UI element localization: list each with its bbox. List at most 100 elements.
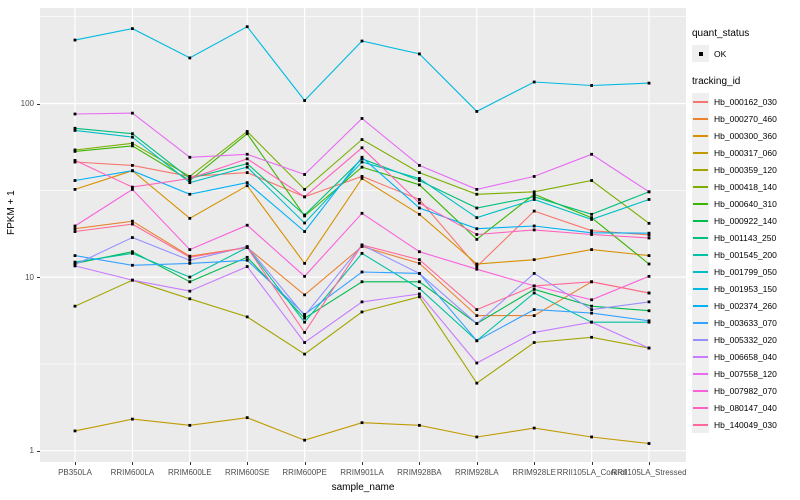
legend-item-ok: OK: [692, 45, 798, 62]
data-point: [188, 179, 192, 182]
data-point: [475, 206, 479, 210]
data-point: [418, 280, 421, 284]
data-point: [647, 190, 651, 194]
data-point: [188, 289, 192, 293]
color-line-key: [692, 297, 709, 314]
data-point: [532, 80, 536, 84]
x-tick-label-RRIM600SE: RRIM600SE: [224, 468, 270, 477]
color-line-key: [692, 212, 709, 229]
data-point: [73, 304, 77, 308]
data-point: [73, 264, 77, 268]
data-point: [360, 146, 364, 150]
data-point: [131, 163, 134, 167]
x-tick-mark: [247, 462, 249, 465]
data-point: [590, 233, 593, 236]
data-point: [418, 258, 421, 262]
data-point: [418, 212, 421, 216]
color-line-key: [692, 348, 709, 365]
legend-item-Hb_000640_310: Hb_000640_310: [692, 195, 798, 212]
legend-item-label: Hb_001545_200: [714, 249, 777, 260]
legend-color-line: [693, 236, 708, 239]
legend-item-label: Hb_000270_460: [714, 113, 777, 124]
data-point: [303, 188, 306, 191]
data-point: [131, 141, 134, 145]
data-point: [475, 262, 479, 266]
data-point: [360, 243, 364, 247]
data-point: [303, 320, 306, 324]
data-point: [303, 331, 306, 334]
x-tick-label-PB350LA: PB350LA: [58, 468, 92, 477]
data-point: [245, 223, 249, 227]
data-point: [303, 221, 306, 225]
data-point: [73, 126, 77, 130]
data-point: [647, 319, 651, 323]
legend-item-label: Hb_000922_140: [714, 215, 777, 226]
legend-item-Hb_001799_050: Hb_001799_050: [692, 263, 798, 280]
data-point: [131, 27, 134, 31]
legend-color-line: [693, 423, 708, 426]
color-line-key: [692, 195, 709, 212]
data-point: [475, 314, 479, 318]
x-tick-mark: [476, 462, 478, 465]
data-point: [188, 255, 192, 259]
legend-item-label: Hb_007982_070: [714, 385, 777, 396]
legend-item-Hb_003633_070: Hb_003633_070: [692, 314, 798, 331]
x-tick-label-RRIM928BA: RRIM928BA: [397, 468, 442, 477]
color-line-key: [692, 127, 709, 144]
legend-item-label: Hb_005332_020: [714, 334, 777, 345]
legend-color-line: [693, 389, 708, 392]
x-tick-mark: [591, 462, 593, 465]
legend-item-Hb_080147_040: Hb_080147_040: [692, 399, 798, 416]
data-point: [188, 280, 192, 284]
color-line-key: [692, 314, 709, 331]
data-point: [131, 188, 134, 191]
data-point: [532, 287, 536, 291]
legend-item-label: Hb_000418_140: [714, 181, 777, 192]
data-point: [360, 117, 364, 120]
data-point: [73, 254, 77, 257]
data-point: [188, 423, 192, 427]
legend-item-Hb_000359_120: Hb_000359_120: [692, 161, 798, 178]
legend-color-line: [693, 372, 708, 375]
color-line-key: [692, 229, 709, 246]
data-point: [532, 258, 536, 262]
data-point: [360, 421, 364, 425]
data-point: [360, 157, 364, 161]
legend-item-label: Hb_140049_030: [714, 419, 777, 430]
data-point: [360, 270, 364, 274]
legend-item-Hb_001545_200: Hb_001545_200: [692, 246, 798, 263]
data-point: [131, 417, 134, 421]
y-axis-title: FPKM + 1: [6, 190, 17, 235]
data-point: [418, 177, 421, 180]
data-point: [418, 250, 421, 254]
data-point: [73, 128, 77, 132]
data-point: [131, 219, 134, 223]
color-line-key: [692, 263, 709, 280]
plot-lines-svg: [40, 8, 686, 462]
data-point: [532, 198, 536, 201]
data-point: [131, 185, 134, 189]
data-point: [532, 175, 536, 178]
data-point: [131, 135, 134, 139]
legend-color-line: [693, 134, 708, 137]
color-line-key: [692, 331, 709, 348]
data-point: [73, 148, 77, 152]
data-point: [647, 442, 651, 445]
legend-item-Hb_001143_250: Hb_001143_250: [692, 229, 798, 246]
data-point: [590, 152, 593, 156]
data-point: [188, 248, 192, 252]
color-line-key: [692, 280, 709, 297]
data-point: [532, 341, 536, 344]
data-point: [647, 262, 651, 266]
data-point: [303, 230, 306, 233]
data-point: [245, 315, 249, 319]
data-point: [245, 258, 249, 262]
y-tick-mark: [37, 277, 40, 279]
data-point: [188, 258, 192, 262]
legend-item-label: Hb_007558_120: [714, 368, 777, 379]
legend-item-label: Hb_001953_150: [714, 283, 777, 294]
legend-item-label: Hb_001143_250: [714, 232, 777, 243]
data-point: [73, 429, 77, 433]
y-tick-mark: [37, 450, 40, 452]
data-point: [590, 308, 593, 311]
